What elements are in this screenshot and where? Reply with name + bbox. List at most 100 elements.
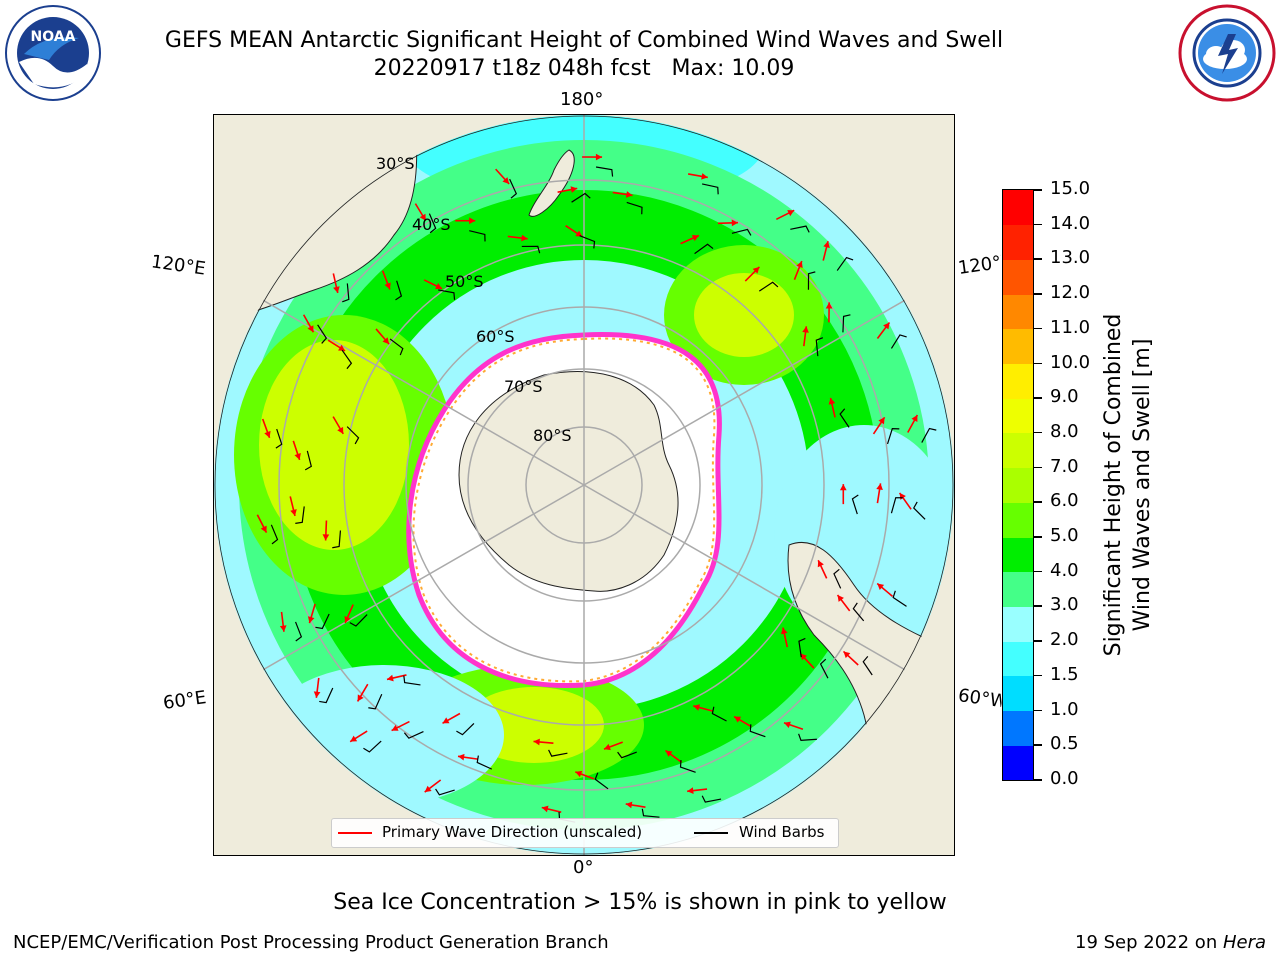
wind-barb [731,228,752,236]
lat-label-80s: 80°S [533,426,572,445]
title-line-2: 20220917 t18z 048h fcst Max: 10.09 [373,56,795,81]
colorbar-segment [1003,467,1033,503]
wave-direction-arrowhead [911,414,918,422]
wave-direction-arrowhead [333,286,340,293]
colorbar-segment [1003,363,1033,399]
colorbar-tick [1034,431,1042,434]
wave-direction-arrowhead [419,213,426,221]
lat-label-30s: 30°S [376,154,415,173]
footer-date: 19 Sep 2022 on Hera [1075,932,1266,953]
map-boundary [214,115,954,855]
wind-barb [913,501,926,520]
wind-barb [626,201,643,215]
colorbar-tick [1034,640,1042,642]
colorbar-title-line-1: Significant Height of Combined [1101,313,1126,657]
colorbar-tick-label: 5.0 [1050,525,1079,547]
wind-barb [807,271,816,290]
colorbar-segment [1003,537,1033,573]
colorbar-tick-label: 12.0 [1050,282,1091,304]
wave-direction-arrowhead [290,509,297,516]
colorbar-segment [1003,259,1033,295]
wave-direction-arrowhead [603,743,611,751]
wind-barb [862,656,873,676]
wave-direction-arrowhead [386,674,394,682]
wind-barb [521,245,541,254]
colorbar-segment [1003,571,1033,607]
colorbar-segment [1003,328,1033,365]
wind-barb [749,724,766,738]
wave-direction-arrowhead [687,787,694,794]
wave-direction-arrowhead [595,153,603,161]
lat-label-70s: 70°S [504,377,543,396]
colorbar-tick-label: 8.0 [1050,420,1079,442]
wind-barb [294,621,303,642]
wave-direction-arrowhead [783,721,791,728]
lon-label-60e: 60°E [161,687,208,714]
wave-direction-arrowhead [843,651,851,659]
peak-wave-zone-west [259,340,409,550]
wind-barb [836,256,854,271]
colorbar-tick [1034,536,1042,538]
wind-barb [275,428,283,449]
colorbar-title-line-2: Wind Waves and Swell [m] [1130,338,1155,632]
wave-direction-arrowhead [828,397,836,405]
colorbar-tick-label: 9.0 [1050,386,1079,408]
wind-barb [368,693,383,710]
title-line-1: GEFS MEAN Antarctic Significant Height o… [164,28,1004,53]
map-legend: Primary Wave Direction (unscaled) Wind B… [331,818,839,848]
colorbar-tick-label: 6.0 [1050,490,1079,512]
colorbar-tick [1034,709,1042,712]
wind-barb [270,524,279,545]
wind-barb [701,183,719,195]
wind-barb [332,530,342,549]
wave-direction-arrowhead [382,337,390,345]
wave-direction-arrowhead [837,594,844,602]
wind-barb [798,733,817,742]
colorbar-segment [1003,745,1033,781]
wave-direction-arrowhead [442,717,450,724]
wind-barb [842,314,851,333]
colorbar-tick [1034,570,1042,573]
wave-direction-arrowhead [787,210,795,217]
lat-label-60s: 60°S [476,327,515,346]
wave-direction-arrowhead [264,430,271,438]
wind-barb [403,675,421,686]
wind-barb [790,225,810,233]
colorbar-tick-label: 0.5 [1050,733,1079,755]
colorbar-title: Significant Height of Combined Wind Wave… [1099,314,1157,657]
colorbar-segment [1003,641,1033,677]
colorbar-segment [1003,294,1033,330]
wind-barb [315,613,330,630]
wave-direction-arrowhead [322,534,330,541]
noaa-logo-icon: NOAA [4,4,102,102]
wave-direction-arrowhead [533,738,540,746]
wind-barb [304,450,312,471]
wave-direction-arrowhead [796,261,803,269]
wave-direction-arrowhead [802,326,809,333]
wave-direction-arrowhead [384,282,391,290]
wave-direction-arrowhead [665,750,673,757]
wind-barb [815,337,824,357]
wave-direction-arrowhead [541,805,549,813]
wave-direction-arrowhead [781,627,788,635]
colorbar-segment [1003,432,1033,469]
wind-barb [694,243,714,255]
wind-barb [886,428,900,445]
wind-barb [595,166,614,177]
wave-direction-arrowhead [877,583,885,590]
colorbar-tick-label: 1.5 [1050,663,1079,685]
wave-direction-arrowhead [279,625,287,632]
wind-barb [617,751,637,759]
footer-date-text: 19 Sep 2022 on [1075,932,1223,953]
wave-direction-arrowhead [817,560,824,568]
lon-label-180: 180° [560,89,604,110]
colorbar-tick-label: 14.0 [1050,212,1091,234]
colorbar-segment [1003,675,1033,712]
wind-barb [679,760,696,773]
wind-barb [346,426,360,445]
wind-barb [403,731,424,739]
wave-direction-arrowhead [337,426,344,434]
wind-barb [438,289,456,300]
south-polar-map: 30°S 40°S 50°S 60°S 70°S 80°S [214,115,954,855]
wind-barb [758,281,779,292]
